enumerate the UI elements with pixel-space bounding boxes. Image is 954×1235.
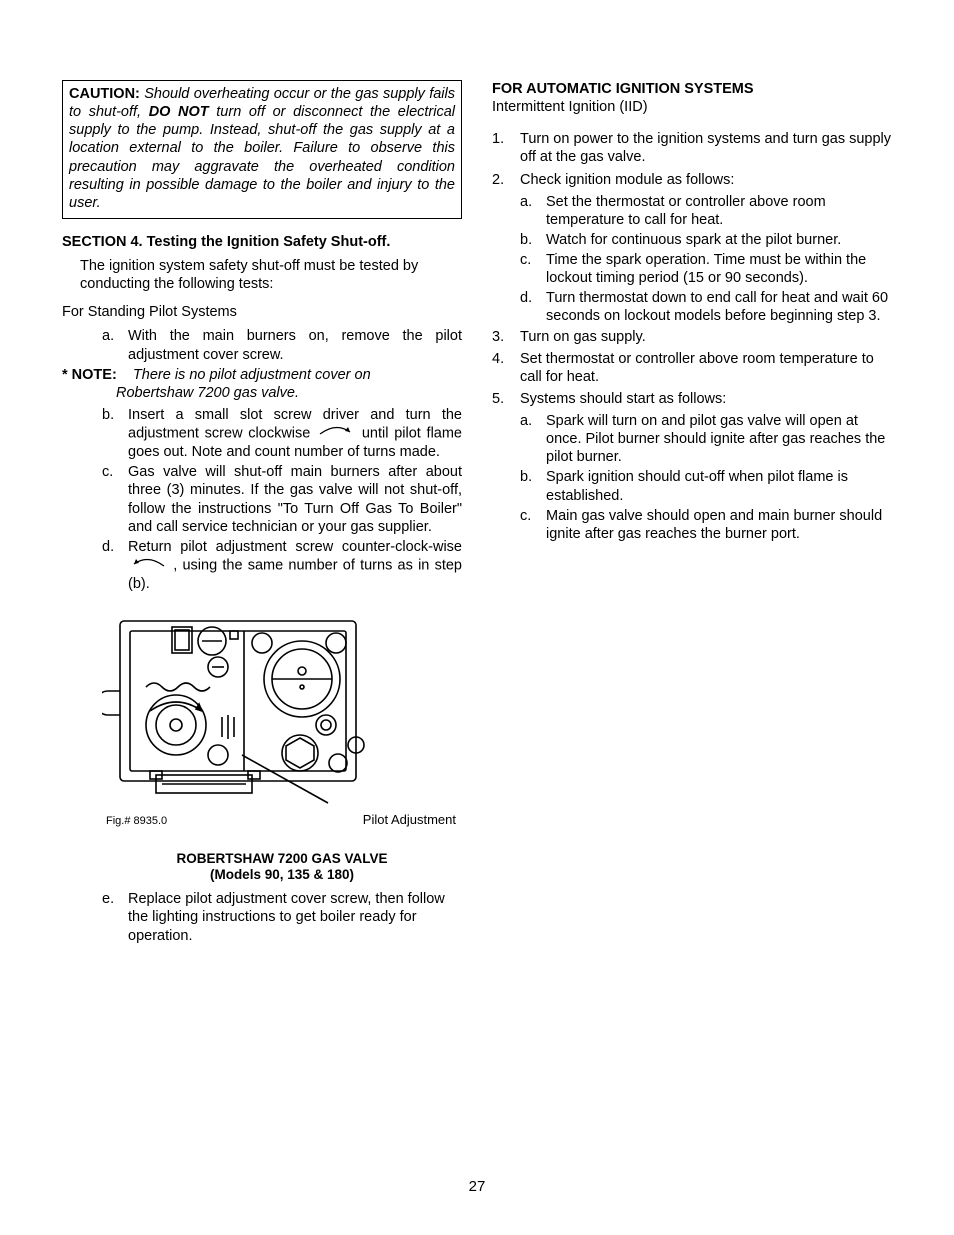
caution-box: CAUTION: Should overheating occur or the… xyxy=(62,80,462,219)
marker-c: c. xyxy=(102,463,128,536)
marker-e: e. xyxy=(102,890,128,944)
step-5a: a. Spark will turn on and pilot gas valv… xyxy=(492,412,892,466)
d-pre: Return pilot adjustment screw counter-cl… xyxy=(128,539,462,555)
txt-2a: Set the thermostat or controller above r… xyxy=(546,193,892,229)
marker-a: a. xyxy=(102,327,128,363)
d-post: , using the same number of turns as in s… xyxy=(128,557,462,592)
clockwise-arrow-icon xyxy=(316,424,356,443)
page-number: 27 xyxy=(0,1178,954,1195)
figure-title-2: (Models 90, 135 & 180) xyxy=(102,867,462,884)
let-5b: b. xyxy=(520,468,546,504)
section4-title: SECTION 4. Testing the Ignition Safety S… xyxy=(62,234,390,250)
item-d: d. Return pilot adjustment screw counter… xyxy=(62,538,462,593)
item-a: a. With the main burners on, remove the … xyxy=(62,327,462,363)
step-1: 1. Turn on power to the ignition systems… xyxy=(492,130,892,166)
note-cont: Robertshaw 7200 gas valve. xyxy=(62,384,462,402)
right-column: FOR AUTOMATIC IGNITION SYSTEMS Intermitt… xyxy=(492,80,892,947)
txt-2d: Turn thermostat down to end call for hea… xyxy=(546,289,892,325)
txt-3: Turn on gas supply. xyxy=(520,328,892,346)
text-a: With the main burners on, remove the pil… xyxy=(128,327,462,363)
gas-valve-figure: Fig.# 8935.0 Pilot Adjustment ROBERTSHAW… xyxy=(102,607,462,884)
txt-5c: Main gas valve should open and main burn… xyxy=(546,507,892,543)
figure-labels: Fig.# 8935.0 Pilot Adjustment xyxy=(102,812,462,828)
figure-title: ROBERTSHAW 7200 GAS VALVE (Models 90, 13… xyxy=(102,851,462,885)
item-b: b. Insert a small slot screw driver and … xyxy=(62,406,462,461)
standing-pilot-heading: For Standing Pilot Systems xyxy=(62,303,462,321)
txt-2b: Watch for continuous spark at the pilot … xyxy=(546,231,892,249)
step-4: 4. Set thermostat or controller above ro… xyxy=(492,350,892,386)
right-subheading: Intermittent Ignition (IID) xyxy=(492,98,892,116)
text-c: Gas valve will shut-off main burners aft… xyxy=(128,463,462,536)
figure-title-1: ROBERTSHAW 7200 GAS VALVE xyxy=(102,851,462,868)
let-5a: a. xyxy=(520,412,546,466)
let-5c: c. xyxy=(520,507,546,543)
text-b: Insert a small slot screw driver and tur… xyxy=(128,406,462,461)
let-2c: c. xyxy=(520,251,546,287)
num-5: 5. xyxy=(492,390,520,408)
counter-clockwise-arrow-icon xyxy=(128,556,168,575)
step-3: 3. Turn on gas supply. xyxy=(492,328,892,346)
section4-intro: The ignition system safety shut-off must… xyxy=(62,257,462,293)
txt-2c: Time the spark operation. Time must be w… xyxy=(546,251,892,287)
txt-5: Systems should start as follows: xyxy=(520,390,892,408)
txt-4: Set thermostat or controller above room … xyxy=(520,350,892,386)
caution-label: CAUTION: xyxy=(69,86,140,102)
num-1: 1. xyxy=(492,130,520,166)
step-2d: d. Turn thermostat down to end call for … xyxy=(492,289,892,325)
text-d: Return pilot adjustment screw counter-cl… xyxy=(128,538,462,593)
let-2a: a. xyxy=(520,193,546,229)
note-row: * NOTE: There is no pilot adjustment cov… xyxy=(62,366,462,402)
step-2c: c. Time the spark operation. Time must b… xyxy=(492,251,892,287)
left-column: CAUTION: Should overheating occur or the… xyxy=(62,80,462,947)
txt-2: Check ignition module as follows: xyxy=(520,171,892,189)
num-3: 3. xyxy=(492,328,520,346)
gas-valve-svg xyxy=(102,607,374,805)
let-2b: b. xyxy=(520,231,546,249)
item-e: e. Replace pilot adjustment cover screw,… xyxy=(62,890,462,944)
marker-b: b. xyxy=(102,406,128,461)
step-5c: c. Main gas valve should open and main b… xyxy=(492,507,892,543)
step-2b: b. Watch for continuous spark at the pil… xyxy=(492,231,892,249)
pilot-adjustment-label: Pilot Adjustment xyxy=(281,812,462,828)
columns: CAUTION: Should overheating occur or the… xyxy=(62,80,892,947)
text-e: Replace pilot adjustment cover screw, th… xyxy=(128,890,462,944)
txt-5b: Spark ignition should cut-off when pilot… xyxy=(546,468,892,504)
figure-number: Fig.# 8935.0 xyxy=(102,815,281,829)
let-2d: d. xyxy=(520,289,546,325)
right-heading: FOR AUTOMATIC IGNITION SYSTEMS xyxy=(492,80,892,98)
txt-5a: Spark will turn on and pilot gas valve w… xyxy=(546,412,892,466)
note-body: There is no pilot adjustment cover on xyxy=(133,367,371,383)
num-4: 4. xyxy=(492,350,520,386)
note-label: * NOTE: xyxy=(62,367,117,383)
step-5b: b. Spark ignition should cut-off when pi… xyxy=(492,468,892,504)
step-2a: a. Set the thermostat or controller abov… xyxy=(492,193,892,229)
step-5: 5. Systems should start as follows: xyxy=(492,390,892,408)
section4-title-row: SECTION 4. Testing the Ignition Safety S… xyxy=(62,233,462,251)
num-2: 2. xyxy=(492,171,520,189)
page: CAUTION: Should overheating occur or the… xyxy=(0,0,954,1235)
txt-1: Turn on power to the ignition systems an… xyxy=(520,130,892,166)
item-c: c. Gas valve will shut-off main burners … xyxy=(62,463,462,536)
marker-d: d. xyxy=(102,538,128,593)
caution-donot: DO NOT xyxy=(149,104,209,120)
step-2: 2. Check ignition module as follows: xyxy=(492,171,892,189)
